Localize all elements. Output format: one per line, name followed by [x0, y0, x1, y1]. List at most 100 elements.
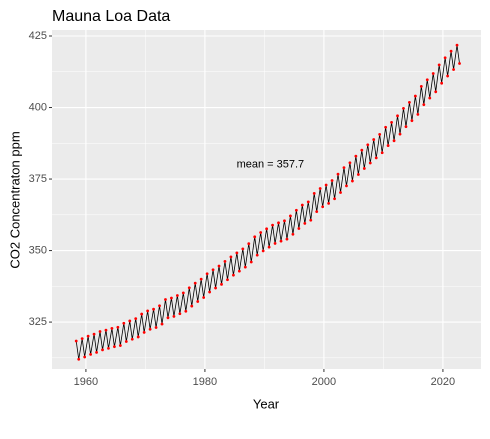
data-point — [83, 355, 87, 359]
data-point — [124, 340, 128, 343]
data-point — [196, 300, 200, 303]
y-tick-label: 350 — [29, 244, 47, 256]
data-point — [362, 167, 366, 170]
data-point — [160, 322, 164, 326]
data-point — [86, 334, 90, 338]
data-point — [354, 154, 358, 158]
data-point — [324, 183, 328, 187]
data-point — [339, 191, 342, 194]
data-point — [142, 330, 146, 334]
y-tick-label: 425 — [29, 30, 47, 42]
data-point — [116, 325, 120, 329]
data-point — [410, 119, 414, 123]
data-point — [398, 132, 402, 136]
data-point — [178, 312, 182, 316]
data-point — [128, 319, 132, 323]
data-point — [181, 291, 185, 295]
data-point — [113, 345, 116, 349]
data-point — [315, 210, 319, 214]
data-point — [374, 156, 378, 160]
data-point — [255, 253, 259, 257]
data-point — [431, 72, 435, 75]
y-axis-label: CO2 Concentraton ppm — [7, 131, 22, 268]
data-point — [336, 172, 340, 176]
data-point — [271, 223, 274, 227]
data-point — [175, 294, 179, 297]
data-point — [289, 214, 292, 218]
data-point — [458, 62, 461, 65]
data-point — [380, 151, 384, 155]
data-point — [330, 179, 334, 182]
data-point — [229, 255, 233, 259]
data-point — [342, 166, 346, 170]
data-point — [148, 327, 152, 331]
data-point — [220, 282, 223, 286]
data-point — [419, 84, 423, 88]
data-point — [428, 96, 432, 100]
y-tick-label: 325 — [29, 316, 47, 328]
data-point — [190, 304, 194, 308]
data-point — [413, 94, 417, 98]
data-point — [348, 161, 352, 165]
data-point — [232, 273, 235, 277]
x-tick-label: 2000 — [312, 376, 336, 388]
y-tick-label: 375 — [29, 173, 47, 185]
data-point — [404, 125, 408, 129]
data-point — [386, 144, 390, 147]
data-point — [378, 133, 382, 136]
data-point — [446, 74, 450, 78]
data-point — [226, 278, 229, 282]
data-point — [154, 326, 158, 329]
data-point — [306, 200, 310, 204]
data-point — [211, 268, 215, 272]
data-point — [333, 197, 336, 201]
data-point — [130, 337, 134, 341]
data-point — [74, 339, 78, 343]
data-point — [384, 125, 388, 129]
data-point — [327, 201, 331, 205]
data-point — [434, 90, 438, 94]
data-point — [273, 242, 277, 245]
data-point — [279, 239, 283, 243]
data-point — [368, 161, 372, 165]
data-point — [265, 227, 269, 231]
data-point — [184, 309, 188, 313]
x-tick-label: 1960 — [74, 376, 98, 388]
data-point — [291, 232, 295, 236]
data-point — [392, 139, 396, 143]
data-point — [452, 68, 455, 71]
data-point — [309, 218, 313, 222]
data-point — [267, 245, 271, 249]
data-point — [158, 304, 161, 308]
data-point — [396, 114, 399, 118]
data-point — [140, 312, 144, 316]
data-point — [440, 81, 444, 85]
data-point — [261, 249, 265, 253]
data-point — [122, 321, 126, 325]
data-point — [77, 357, 81, 361]
data-point — [214, 286, 217, 290]
data-point — [92, 332, 96, 336]
data-point — [247, 242, 251, 246]
data-point — [321, 205, 325, 209]
data-point — [449, 49, 453, 53]
data-point — [243, 265, 247, 269]
data-point — [98, 330, 102, 333]
data-point — [283, 219, 286, 223]
data-point — [136, 335, 140, 339]
data-point — [205, 272, 209, 276]
data-point — [223, 260, 227, 263]
data-point — [172, 314, 176, 318]
data-point — [101, 348, 104, 352]
plot-panel — [52, 30, 481, 369]
data-point — [80, 337, 84, 341]
data-point — [166, 316, 170, 320]
data-point — [318, 187, 322, 190]
data-point — [110, 326, 114, 330]
data-point — [351, 179, 354, 183]
data-point — [408, 100, 411, 104]
data-point — [170, 296, 173, 300]
data-point — [199, 277, 203, 281]
data-point — [95, 351, 98, 354]
